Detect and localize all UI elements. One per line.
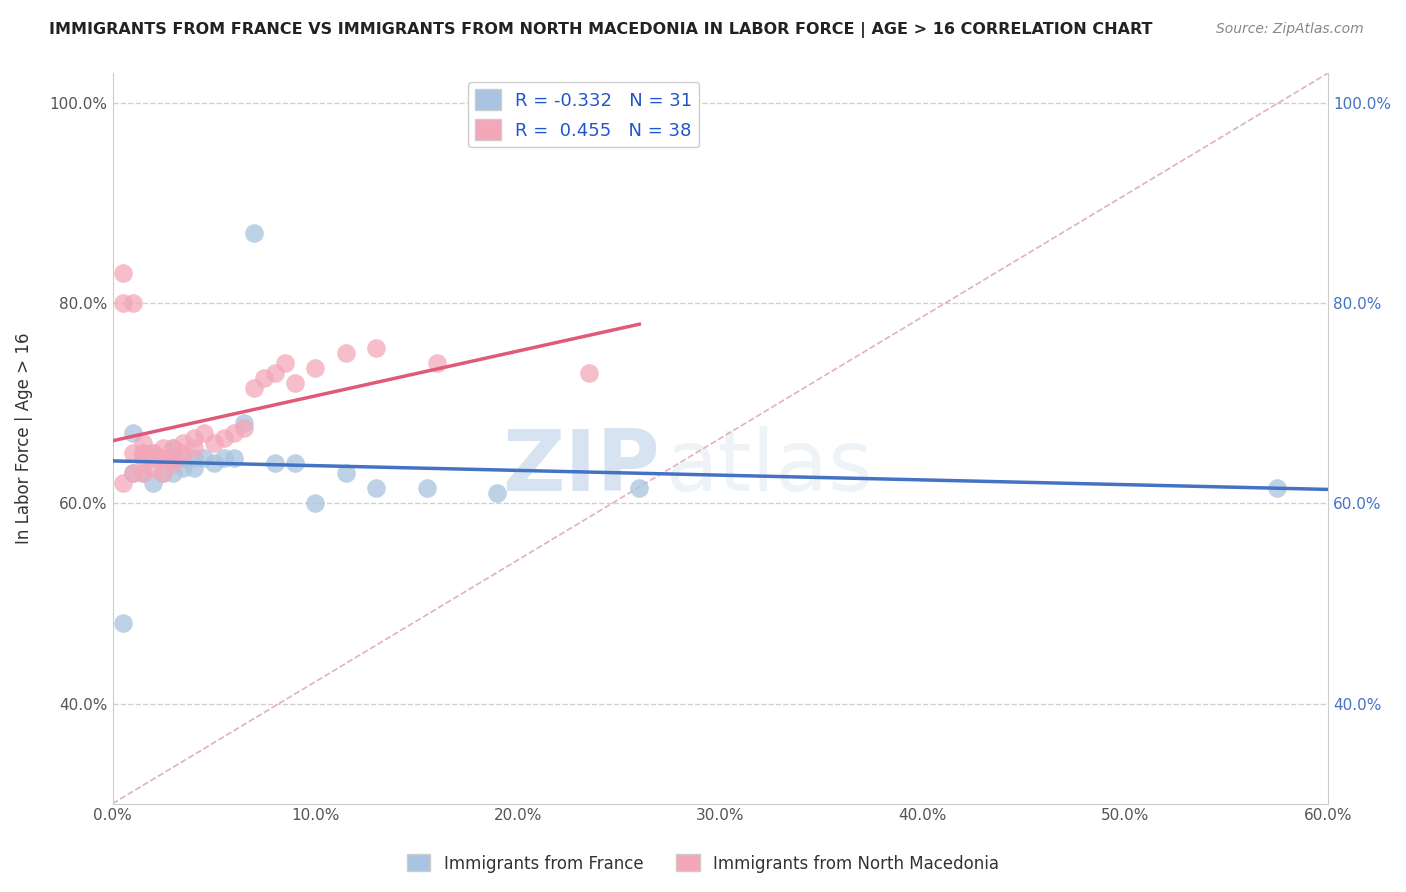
Point (202, 436, 225, 450)
Point (426, 356, 449, 370)
Point (1267, 481, 1289, 495)
Point (253, 371, 276, 385)
Point (111, 476, 134, 491)
Point (486, 486, 509, 500)
Point (121, 467, 143, 481)
Point (152, 451, 174, 466)
Point (172, 446, 194, 460)
Point (162, 467, 184, 481)
Point (193, 451, 215, 466)
Point (415, 481, 437, 495)
Point (284, 376, 307, 391)
Point (628, 481, 651, 495)
Text: atlas: atlas (665, 426, 873, 509)
Point (222, 451, 245, 466)
Point (121, 446, 143, 460)
Point (284, 456, 307, 470)
Y-axis label: In Labor Force | Age > 16: In Labor Force | Age > 16 (15, 333, 32, 544)
Point (132, 467, 155, 481)
Point (142, 476, 165, 491)
Point (172, 436, 194, 450)
Point (162, 451, 184, 466)
Point (111, 296, 134, 310)
Point (121, 426, 143, 441)
Point (212, 431, 235, 445)
Point (183, 461, 205, 475)
Text: ZIP: ZIP (502, 426, 659, 509)
Point (193, 426, 215, 441)
Point (578, 366, 600, 380)
Text: Source: ZipAtlas.com: Source: ZipAtlas.com (1216, 22, 1364, 37)
Point (183, 431, 205, 445)
Point (183, 451, 205, 466)
Point (111, 616, 134, 631)
Point (274, 356, 297, 370)
Point (233, 421, 256, 435)
Point (162, 456, 184, 470)
Point (172, 451, 194, 466)
Legend: R = -0.332   N = 31, R =  0.455   N = 38: R = -0.332 N = 31, R = 0.455 N = 38 (468, 82, 699, 147)
Point (152, 467, 174, 481)
Point (364, 481, 387, 495)
Point (142, 446, 165, 460)
Point (121, 467, 143, 481)
Point (121, 296, 143, 310)
Point (132, 451, 155, 466)
Point (364, 341, 387, 355)
Point (152, 467, 174, 481)
Point (152, 442, 174, 456)
Point (142, 446, 165, 460)
Point (233, 417, 256, 431)
Point (263, 456, 285, 470)
Point (132, 436, 155, 450)
Text: IMMIGRANTS FROM FRANCE VS IMMIGRANTS FROM NORTH MACEDONIA IN LABOR FORCE | AGE >: IMMIGRANTS FROM FRANCE VS IMMIGRANTS FRO… (49, 22, 1153, 38)
Point (132, 446, 155, 460)
Point (243, 381, 266, 395)
Point (162, 442, 184, 456)
Point (304, 496, 326, 510)
Point (243, 226, 266, 240)
Point (212, 451, 235, 466)
Point (172, 461, 194, 475)
Point (335, 467, 357, 481)
Legend: Immigrants from France, Immigrants from North Macedonia: Immigrants from France, Immigrants from … (401, 847, 1005, 880)
Point (222, 426, 245, 441)
Point (183, 442, 205, 456)
Point (263, 366, 285, 380)
Point (132, 467, 155, 481)
Point (202, 456, 225, 470)
Point (132, 446, 155, 460)
Point (162, 442, 184, 456)
Point (152, 451, 174, 466)
Point (304, 361, 326, 376)
Point (335, 346, 357, 360)
Point (142, 461, 165, 475)
Point (111, 266, 134, 280)
Point (142, 451, 165, 466)
Point (162, 451, 184, 466)
